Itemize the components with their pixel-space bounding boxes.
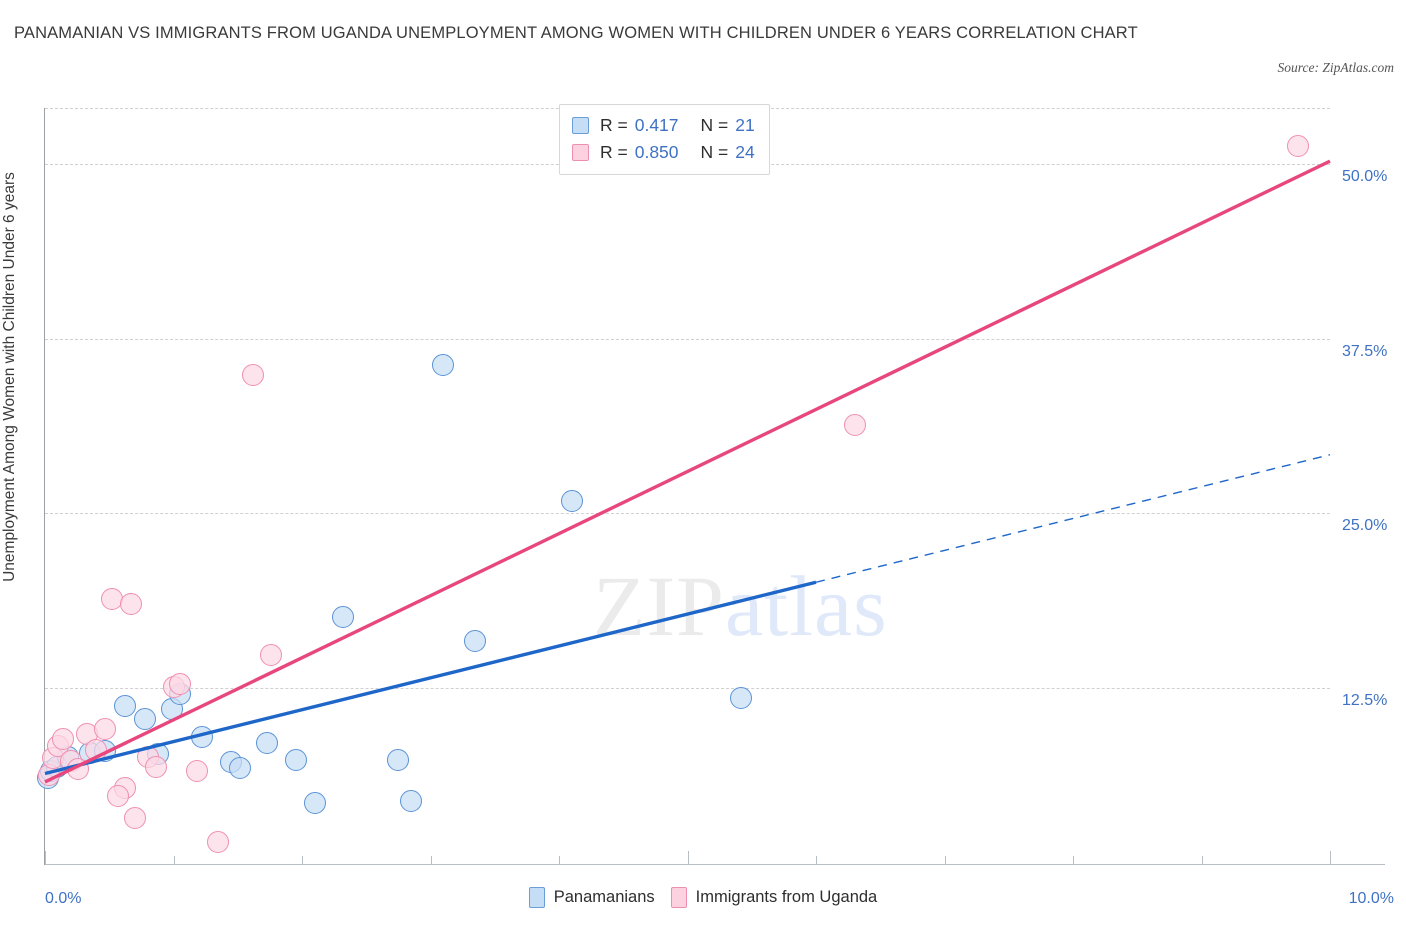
legend-swatch-uganda-icon	[670, 887, 687, 908]
scatter-point[interactable]	[1286, 134, 1309, 157]
scatter-point[interactable]	[400, 790, 423, 813]
stats-r-value-2: 0.850	[634, 142, 679, 162]
series-legend: Panamanians Immigrants from Uganda	[0, 887, 1406, 908]
source-attribution: Source: ZipAtlas.com	[1277, 60, 1394, 75]
scatter-point[interactable]	[190, 726, 213, 749]
stats-n-label-1: N =	[700, 115, 729, 135]
plot-area: ZIPatlas	[36, 108, 1330, 863]
stats-n-value-1: 21	[735, 115, 755, 135]
y-axis-tick-label: 37.5%	[1342, 342, 1388, 360]
y-axis-tick-label: 25.0%	[1342, 517, 1388, 535]
gridline	[45, 513, 1330, 515]
stats-row-panamanians: R = 0.417 N = 21	[572, 112, 755, 139]
x-axis-tick	[944, 856, 946, 865]
x-axis-tick	[687, 851, 689, 865]
scatter-point[interactable]	[387, 748, 410, 771]
x-axis-tick	[173, 856, 175, 865]
stats-row-immigrants-from-uganda: R = 0.850 N = 24	[572, 139, 755, 166]
scatter-point[interactable]	[168, 673, 191, 696]
scatter-point[interactable]	[207, 831, 230, 854]
stats-swatch-uganda-icon	[572, 144, 589, 161]
stats-swatch-panamanians-icon	[572, 117, 589, 134]
scatter-point[interactable]	[113, 695, 136, 718]
x-axis-tick	[302, 856, 303, 865]
scatter-point[interactable]	[332, 605, 355, 628]
scatter-point[interactable]	[432, 354, 455, 377]
stats-n-value-2: 24	[735, 142, 755, 162]
scatter-point[interactable]	[67, 758, 90, 781]
x-axis-tick	[816, 856, 817, 865]
page-title: PANAMANIAN VS IMMIGRANTS FROM UGANDA UNE…	[14, 24, 1138, 42]
stats-n-label-2: N =	[700, 142, 729, 162]
scatter-point[interactable]	[260, 643, 283, 666]
x-axis-tick	[45, 851, 46, 865]
stats-r-value-1: 0.417	[634, 115, 679, 135]
correlation-stats-box: R = 0.417 N = 21 R = 0.850 N = 24	[559, 104, 770, 175]
stats-r-label-2: R =	[600, 142, 628, 162]
legend-item-panamanians[interactable]: Panamanians	[528, 887, 655, 908]
zipatlas-watermark: ZIPatlas	[593, 556, 888, 656]
scatter-point[interactable]	[560, 489, 583, 512]
x-axis-tick	[559, 856, 560, 865]
x-axis-tick	[1330, 851, 1331, 865]
scatter-point[interactable]	[123, 807, 146, 830]
x-axis-tick	[1201, 856, 1203, 865]
scatter-point[interactable]	[229, 756, 252, 779]
x-axis-max-label: 10.0%	[1348, 890, 1394, 907]
gridline	[45, 688, 1330, 690]
stats-r-label-1: R =	[600, 115, 628, 135]
scatter-point[interactable]	[94, 717, 117, 740]
scatter-point[interactable]	[51, 727, 74, 750]
scatter-point[interactable]	[730, 687, 753, 710]
x-axis-tick	[1073, 856, 1074, 865]
scatter-point[interactable]	[464, 629, 487, 652]
legend-swatch-panamanians-icon	[528, 887, 545, 908]
x-axis-min-label: 0.0%	[45, 890, 82, 907]
scatter-point[interactable]	[144, 755, 167, 778]
y-axis-title: Unemployment Among Women with Children U…	[1, 172, 18, 582]
gridline	[45, 338, 1330, 340]
scatter-point[interactable]	[303, 791, 326, 814]
scatter-point[interactable]	[107, 784, 130, 807]
x-axis-tick	[430, 856, 432, 865]
scatter-point[interactable]	[242, 364, 265, 387]
scatter-point[interactable]	[85, 738, 108, 761]
scatter-point[interactable]	[134, 707, 157, 730]
y-axis-tick-label: 12.5%	[1342, 692, 1388, 710]
scatter-point[interactable]	[843, 414, 866, 437]
scatter-point[interactable]	[120, 593, 143, 616]
scatter-point[interactable]	[256, 731, 279, 754]
watermark-atlas: atlas	[725, 558, 888, 654]
legend-label-immigrants-from-uganda: Immigrants from Uganda	[695, 888, 878, 906]
legend-label-panamanians: Panamanians	[553, 888, 655, 906]
watermark-zip: ZIP	[593, 558, 725, 654]
x-axis-line	[45, 864, 1385, 865]
scatter-point[interactable]	[185, 759, 208, 782]
legend-item-immigrants-from-uganda[interactable]: Immigrants from Uganda	[670, 887, 878, 908]
scatter-point[interactable]	[284, 748, 307, 771]
y-axis-tick-label: 50.0%	[1342, 167, 1388, 185]
